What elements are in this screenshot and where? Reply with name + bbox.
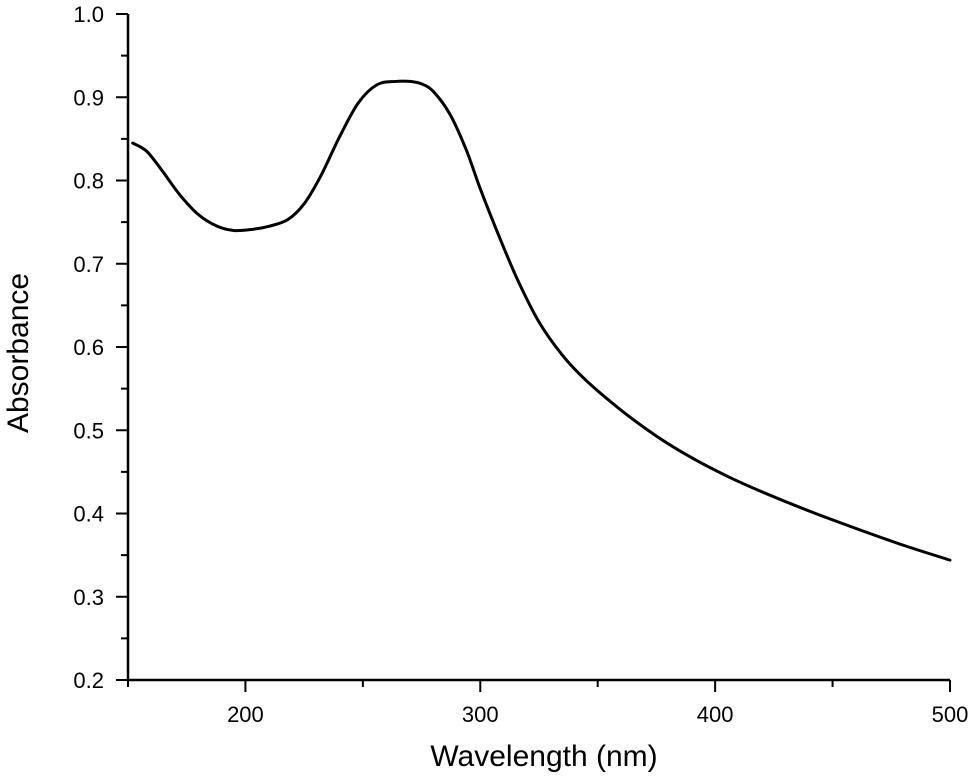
y-tick-label: 0.4 <box>73 502 104 527</box>
x-tick-label: 500 <box>932 702 969 727</box>
y-tick-label: 0.7 <box>73 252 104 277</box>
y-tick-label: 0.5 <box>73 418 104 443</box>
y-major-ticks <box>116 13 128 681</box>
absorbance-curve <box>131 79 952 562</box>
y-tick-label: 0.8 <box>73 169 104 194</box>
x-tick-label: 200 <box>227 702 264 727</box>
y-tick-labels: 0.2 0.3 0.4 0.5 0.6 0.7 0.8 0.9 1.0 <box>73 2 104 693</box>
y-axis-label: Absorbance <box>2 273 35 433</box>
y-tick-label: 1.0 <box>73 2 104 27</box>
y-tick-label: 0.6 <box>73 335 104 360</box>
x-major-ticks <box>244 680 951 692</box>
y-tick-label: 0.2 <box>73 668 104 693</box>
x-tick-labels: 200 300 400 500 <box>227 702 968 727</box>
x-tick-label: 400 <box>697 702 734 727</box>
y-tick-label: 0.9 <box>73 85 104 110</box>
x-tick-label: 300 <box>462 702 499 727</box>
y-tick-label: 0.3 <box>73 585 104 610</box>
x-axis-label: Wavelength (nm) <box>430 740 657 773</box>
